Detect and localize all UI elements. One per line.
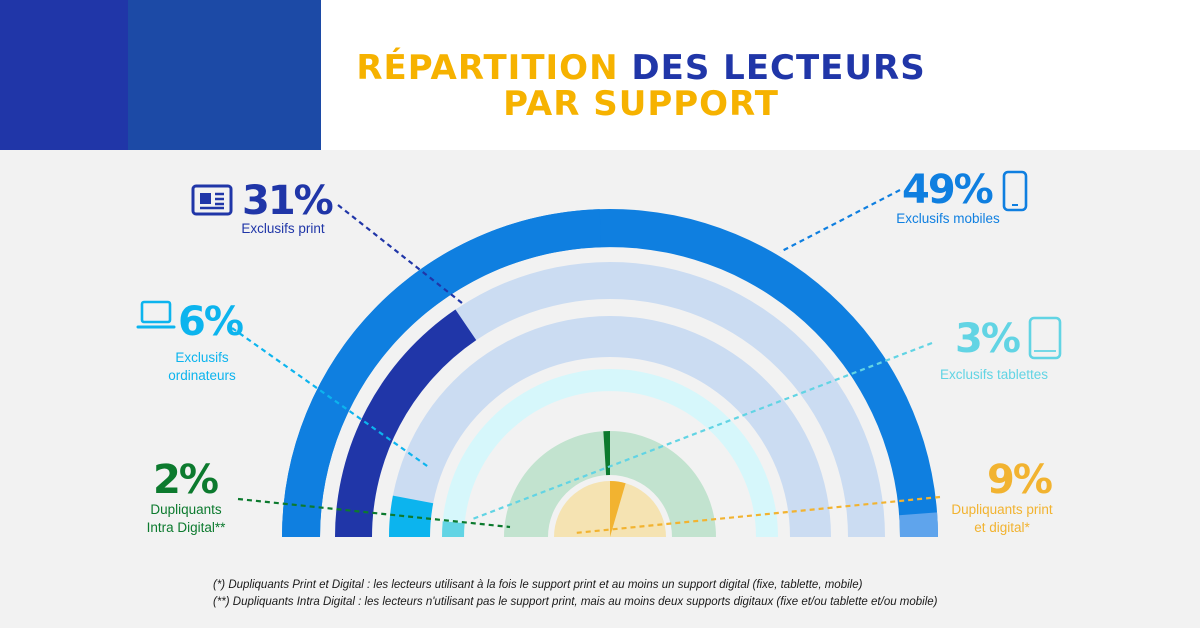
- laptop-icon: [136, 300, 176, 329]
- ring-segment-print_digital: [610, 480, 626, 537]
- ring-segment-intra_digital: [603, 431, 610, 476]
- ring-mobile-remainder: [899, 512, 938, 537]
- callout-pct-intra-digital: 2%: [153, 457, 218, 503]
- callout-label-ordinateurs-2: ordinateurs: [168, 368, 236, 383]
- title-line-2: PAR SUPPORT: [503, 84, 779, 124]
- title-part-1: RÉPARTITION: [356, 48, 619, 88]
- leader-line-ordinateurs: [231, 327, 431, 469]
- callout-pct-mobile: 49%: [902, 167, 993, 213]
- newspaper-frame: [191, 184, 233, 216]
- ring-segment-mobile: [282, 209, 601, 537]
- callout-pct-ordinateurs: 6%: [178, 299, 243, 345]
- callout-label-intra-digital-2: Intra Digital**: [147, 520, 227, 535]
- callout-label-ordinateurs-1: Exclusifs: [175, 350, 229, 365]
- footnote-2: (**) Dupliquants Intra Digital : les lec…: [213, 596, 938, 608]
- callout-label-tablettes: Exclusifs tablettes: [940, 367, 1048, 382]
- ring-track-ordinateurs: [389, 316, 831, 537]
- leader-line-mobile: [779, 189, 901, 253]
- tablet-icon: [1028, 316, 1062, 360]
- title-part-2: DES LECTEURS: [631, 48, 926, 88]
- callout-pct-print: 31%: [242, 178, 333, 224]
- tablet-body: [1028, 316, 1062, 360]
- ring-segment-tablettes: [442, 521, 465, 537]
- callout-pct-tablettes: 3%: [955, 316, 1020, 362]
- newspaper-photo: [200, 193, 211, 204]
- leader-line-tablettes: [469, 341, 933, 522]
- ring-track-intra_digital: [504, 431, 716, 537]
- newspaper-lines: [200, 192, 224, 210]
- leader-line-print_digital: [574, 495, 941, 535]
- header-color-block-2: [128, 0, 321, 150]
- leader-line-intra_digital: [237, 497, 511, 529]
- callout-label-intra-digital-1: Dupliquants: [150, 502, 222, 517]
- footnotes: (*) Dupliquants Print et Digital : les l…: [213, 577, 938, 611]
- callout-pct-print-digital: 9%: [987, 457, 1052, 503]
- callout-label-print-digital-2: et digital*: [974, 520, 1030, 535]
- callout-label-print: Exclusifs print: [241, 221, 325, 236]
- ring-track-tablettes: [442, 369, 778, 537]
- smartphone-icon: [1002, 170, 1028, 212]
- footnote-1: (*) Dupliquants Print et Digital : les l…: [213, 579, 863, 591]
- ring-track-print: [335, 262, 885, 537]
- callout-label-print-digital-1: Dupliquants print: [951, 502, 1053, 517]
- newspaper-icon: [191, 184, 233, 216]
- laptop-screen: [140, 300, 172, 324]
- page-title: RÉPARTITION DES LECTEURS PAR SUPPORT: [321, 50, 961, 122]
- header-color-block: [0, 0, 128, 150]
- callout-label-mobile: Exclusifs mobiles: [896, 211, 1000, 226]
- ring-segment-print: [335, 309, 477, 537]
- smartphone-body: [1002, 170, 1028, 212]
